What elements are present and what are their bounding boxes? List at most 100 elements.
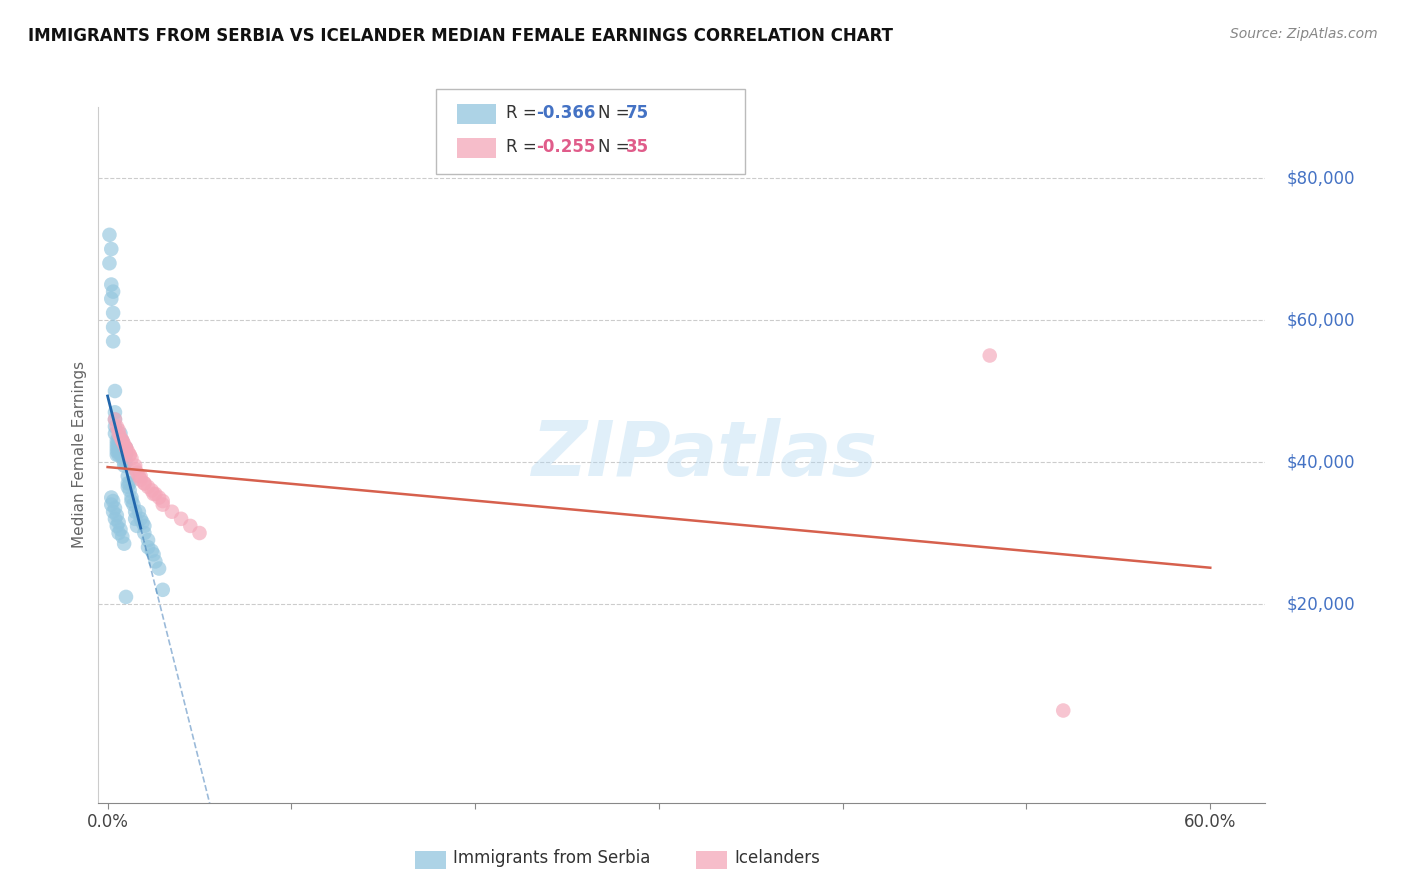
Point xyxy=(117,480,139,494)
Text: R =: R = xyxy=(506,138,543,156)
Point xyxy=(128,469,150,483)
Point xyxy=(118,448,141,462)
Y-axis label: Median Female Earnings: Median Female Earnings xyxy=(72,361,87,549)
Point xyxy=(121,451,143,466)
Point xyxy=(128,505,150,519)
Point xyxy=(152,498,174,512)
Point xyxy=(136,480,159,494)
Text: $60,000: $60,000 xyxy=(1286,311,1355,329)
Text: 75: 75 xyxy=(626,104,648,122)
Text: -0.255: -0.255 xyxy=(536,138,595,156)
Text: ZIPatlas: ZIPatlas xyxy=(533,418,879,491)
Point xyxy=(104,384,127,398)
Point xyxy=(104,405,127,419)
Point xyxy=(152,494,174,508)
Point xyxy=(104,412,127,426)
Point xyxy=(104,412,127,426)
Point xyxy=(141,543,163,558)
Point xyxy=(104,426,127,441)
Point xyxy=(148,561,170,575)
Point xyxy=(100,277,122,292)
Point xyxy=(101,505,124,519)
Point xyxy=(107,448,129,462)
Text: R =: R = xyxy=(506,104,543,122)
Point xyxy=(134,476,156,491)
Point xyxy=(107,441,129,455)
Point xyxy=(110,434,132,448)
Point xyxy=(145,487,167,501)
Point xyxy=(170,512,193,526)
Point xyxy=(104,512,127,526)
Point xyxy=(136,533,159,548)
Point xyxy=(98,256,121,270)
Point xyxy=(112,451,135,466)
Point xyxy=(100,292,122,306)
Point xyxy=(117,476,139,491)
Point xyxy=(115,441,138,455)
Point xyxy=(115,441,138,455)
Point xyxy=(124,512,146,526)
Point xyxy=(105,437,128,451)
Point xyxy=(124,505,146,519)
Text: Immigrants from Serbia: Immigrants from Serbia xyxy=(453,849,650,867)
Point xyxy=(115,590,138,604)
Point xyxy=(122,498,145,512)
Point xyxy=(160,505,183,519)
Point xyxy=(129,469,152,483)
Point xyxy=(100,242,122,256)
Point xyxy=(136,540,159,554)
Point xyxy=(115,455,138,469)
Point xyxy=(134,476,156,491)
Text: IMMIGRANTS FROM SERBIA VS ICELANDER MEDIAN FEMALE EARNINGS CORRELATION CHART: IMMIGRANTS FROM SERBIA VS ICELANDER MEDI… xyxy=(28,27,893,45)
Text: Source: ZipAtlas.com: Source: ZipAtlas.com xyxy=(1230,27,1378,41)
Point xyxy=(105,441,128,455)
Point xyxy=(142,547,165,561)
Point xyxy=(107,423,129,437)
Point xyxy=(112,437,135,451)
Point xyxy=(131,516,153,530)
Point xyxy=(107,526,129,541)
Point xyxy=(105,419,128,434)
Point xyxy=(100,498,122,512)
Point xyxy=(1052,704,1074,718)
Point xyxy=(105,434,128,448)
Point xyxy=(134,526,156,541)
Point xyxy=(107,434,129,448)
Text: N =: N = xyxy=(598,104,634,122)
Point xyxy=(101,306,124,320)
Point xyxy=(141,483,163,498)
Point xyxy=(112,455,135,469)
Point xyxy=(111,530,134,544)
Point xyxy=(115,448,138,462)
Point xyxy=(145,554,167,568)
Point xyxy=(112,536,135,550)
Point xyxy=(125,519,148,533)
Point xyxy=(111,434,134,448)
Point xyxy=(129,512,152,526)
Point xyxy=(110,430,132,444)
Point xyxy=(121,491,143,505)
Point xyxy=(148,491,170,505)
Text: $20,000: $20,000 xyxy=(1286,595,1355,613)
Point xyxy=(152,582,174,597)
Point xyxy=(105,519,128,533)
Point xyxy=(98,227,121,242)
Point xyxy=(134,519,156,533)
Point xyxy=(101,320,124,334)
Point xyxy=(107,430,129,444)
Text: 35: 35 xyxy=(626,138,648,156)
Point xyxy=(117,444,139,458)
Point xyxy=(129,473,152,487)
Text: Icelanders: Icelanders xyxy=(734,849,820,867)
Point xyxy=(125,466,148,480)
Point xyxy=(110,448,132,462)
Point xyxy=(115,441,138,455)
Point xyxy=(107,444,129,458)
Point xyxy=(110,426,132,441)
Point xyxy=(105,448,128,462)
Point xyxy=(100,491,122,505)
Point xyxy=(101,285,124,299)
Point xyxy=(118,448,141,462)
Point xyxy=(142,487,165,501)
Point xyxy=(111,434,134,448)
